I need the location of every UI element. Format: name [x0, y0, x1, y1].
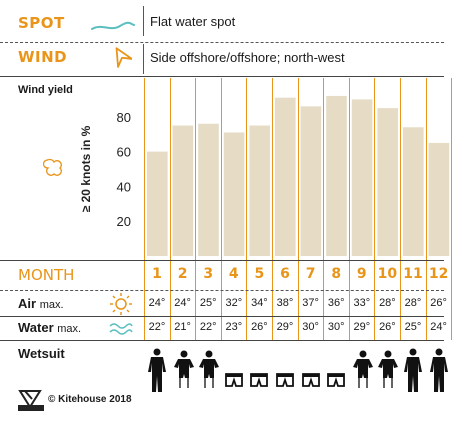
column-divider	[220, 78, 222, 340]
column-divider	[451, 78, 453, 340]
wetsuit-shorts-icon	[249, 372, 269, 394]
air-max-6: 38°	[276, 297, 294, 309]
wetsuit-shorts-icon	[301, 372, 321, 394]
bar-month-10	[377, 108, 398, 256]
month-1: 1	[152, 266, 162, 282]
bar-month-6	[275, 97, 296, 256]
wind-label: WIND	[18, 48, 68, 66]
wetsuit-shorty-icon	[352, 350, 374, 394]
air-max-1: 24°	[148, 297, 166, 309]
bar-month-12	[428, 142, 450, 256]
air-max-5: 34°	[251, 297, 268, 309]
wetsuit-shorts-icon	[275, 372, 295, 394]
bar-month-11	[403, 127, 424, 256]
month-5: 5	[254, 266, 265, 282]
air-label: Air max.	[18, 296, 64, 311]
wetsuit-shorts-icon	[224, 372, 244, 394]
spot-value: Flat water spot	[150, 14, 236, 29]
month-3: 3	[203, 266, 214, 282]
y-tick-label: 80	[117, 110, 131, 125]
air-max-12: 26°	[430, 297, 447, 309]
water-max-12: 24°	[430, 321, 447, 333]
column-divider	[272, 78, 273, 340]
wetsuit-shorty-icon	[377, 350, 399, 394]
bar-month-7	[300, 106, 322, 256]
water-max-8: 30°	[327, 321, 345, 333]
wetsuit-shorty-icon	[173, 350, 195, 394]
water-max-3: 22°	[199, 321, 217, 333]
wind-cloud-icon	[42, 158, 62, 176]
air-max-3: 25°	[199, 297, 217, 309]
bar-month-8	[326, 95, 347, 256]
month-6: 6	[280, 266, 290, 282]
water-max-5: 26°	[251, 321, 268, 333]
column-divider	[425, 78, 427, 340]
column-divider	[246, 78, 248, 340]
water-label: Water max.	[18, 320, 82, 335]
water-max-10: 26°	[379, 321, 396, 333]
bar-month-1	[147, 151, 168, 256]
bar-month-4	[223, 132, 245, 256]
air-max-4: 32°	[225, 297, 243, 309]
column-divider	[144, 78, 145, 340]
column-divider	[169, 78, 171, 340]
air-max-10: 28°	[379, 297, 396, 309]
bar-month-9	[351, 99, 373, 257]
air-max-9: 33°	[353, 297, 371, 309]
water-max-11: 25°	[404, 321, 422, 333]
water-max-1: 22°	[148, 321, 166, 333]
month-10: 10	[377, 266, 398, 282]
column-divider	[195, 78, 197, 340]
y-tick-label: 20	[117, 214, 131, 229]
month-11: 11	[403, 266, 423, 282]
y-tick-label: 60	[117, 145, 131, 160]
column-divider	[400, 78, 401, 340]
wind-value: Side offshore/offshore; north-west	[150, 50, 345, 65]
air-max-8: 36°	[327, 297, 345, 309]
month-12: 12	[428, 266, 449, 282]
wetsuit-full-icon	[429, 348, 449, 398]
wind-yield-label: Wind yield	[18, 84, 73, 96]
bar-month-5	[249, 125, 270, 256]
column-divider	[323, 78, 325, 340]
water-max-2: 21°	[174, 321, 191, 333]
column-divider	[348, 78, 350, 340]
water-max-4: 23°	[225, 321, 243, 333]
spot-label: SPOT	[18, 14, 65, 32]
water-max-7: 30°	[302, 321, 319, 333]
column-divider	[374, 78, 376, 340]
wind-arrow-icon	[115, 47, 132, 68]
kitehouse-logo	[18, 390, 44, 411]
air-max-7: 37°	[302, 297, 319, 309]
month-2: 2	[177, 266, 188, 282]
wetsuit-shorts-icon	[326, 372, 346, 394]
wetsuit-full-icon	[147, 348, 167, 398]
month-7: 7	[305, 266, 316, 282]
water-max-6: 29°	[276, 321, 294, 333]
wind-yield-chart: 20 40 60 80 ≥ 20 knots in %	[42, 95, 450, 257]
air-max-2: 24°	[174, 297, 191, 309]
month-label: MONTH	[18, 266, 75, 284]
wetsuit-label: Wetsuit	[18, 346, 65, 361]
month-9: 9	[356, 266, 367, 282]
sun-icon	[110, 293, 132, 315]
month-8: 8	[331, 266, 342, 282]
bar-month-3	[198, 123, 219, 256]
wetsuit-shorty-icon	[198, 350, 220, 394]
water-waves-icon	[109, 323, 133, 335]
y-tick-label: 40	[117, 179, 131, 194]
wetsuit-full-icon	[403, 348, 423, 398]
air-max-11: 28°	[404, 297, 422, 309]
column-divider	[297, 78, 299, 340]
month-4: 4	[228, 266, 239, 282]
water-max-9: 29°	[353, 321, 371, 333]
copyright-text: © Kitehouse 2018	[48, 394, 132, 405]
bar-month-2	[172, 125, 194, 256]
y-axis-label: ≥ 20 knots in %	[79, 125, 93, 212]
wave-icon	[91, 21, 135, 30]
